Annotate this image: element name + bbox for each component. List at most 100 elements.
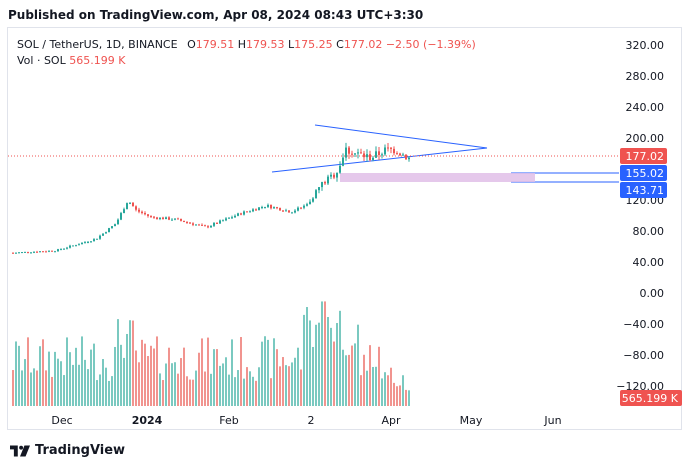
tradingview-footer[interactable]: TradingView xyxy=(10,443,125,458)
candle-body xyxy=(300,207,302,209)
published-header: Published on TradingView.com, Apr 08, 20… xyxy=(8,8,424,22)
volume-bar xyxy=(384,372,386,406)
candle-body xyxy=(18,252,20,254)
candle-body xyxy=(231,217,233,219)
time-tick: Apr xyxy=(381,414,401,427)
volume-bar xyxy=(243,378,245,406)
candle-body xyxy=(225,218,227,221)
candle-body xyxy=(234,215,236,218)
volume-bar xyxy=(264,336,266,406)
close-value: 177.02 xyxy=(343,38,383,51)
volume-bar xyxy=(48,351,50,406)
volume-bar xyxy=(318,322,320,406)
symbol-legend[interactable]: SOL / TetherUS, 1D, BINANCE O179.51 H179… xyxy=(17,38,476,51)
volume-bar xyxy=(315,324,317,406)
candle-body xyxy=(285,210,287,212)
candle-body xyxy=(201,224,203,226)
volume-bar xyxy=(21,370,23,406)
volume-legend[interactable]: Vol · SOL 565.199 K xyxy=(17,54,125,67)
candle-body xyxy=(168,217,170,220)
volume-bar xyxy=(78,364,80,406)
candle-body xyxy=(219,220,221,224)
volume-bar xyxy=(15,341,17,406)
candle-body xyxy=(27,251,29,253)
candle-body xyxy=(387,147,389,149)
candle-body xyxy=(171,219,173,221)
volume-bar xyxy=(249,371,251,406)
candle-body xyxy=(81,242,83,245)
volume-bar xyxy=(273,338,275,406)
candle-body xyxy=(207,226,209,228)
candle-body xyxy=(399,153,401,156)
candle-body xyxy=(159,217,161,219)
tradingview-brand: TradingView xyxy=(35,443,126,458)
candle-body xyxy=(156,217,158,219)
volume-bar xyxy=(168,347,170,406)
triangle-upper-trendline[interactable] xyxy=(314,124,488,149)
candle-body xyxy=(237,213,239,216)
triangle-lower-trendline[interactable] xyxy=(271,147,488,173)
candle-body xyxy=(180,218,182,221)
candle-body xyxy=(297,207,299,211)
candle-body xyxy=(24,251,26,253)
candle-body xyxy=(246,211,248,213)
volume-label: Vol · SOL xyxy=(17,54,66,67)
open-label: O xyxy=(187,38,196,51)
price-axis[interactable]: 320.00 280.00 240.00 200.00 160.00 120.0… xyxy=(616,39,664,393)
candle-body xyxy=(84,242,86,244)
candle-body xyxy=(204,225,206,227)
chart-frame[interactable] xyxy=(7,27,682,430)
volume-bar xyxy=(66,337,68,406)
candle-body xyxy=(405,154,407,160)
volume-bar xyxy=(201,338,203,406)
candle-body xyxy=(69,245,71,248)
candle-body xyxy=(381,154,383,156)
volume-bar xyxy=(396,386,398,406)
candle-body xyxy=(243,211,245,215)
symbol-name[interactable]: SOL / TetherUS, 1D, BINANCE xyxy=(17,38,178,51)
candle-body xyxy=(273,207,275,209)
volume-bar xyxy=(345,355,347,406)
volume-bar xyxy=(366,370,368,406)
volume-bar xyxy=(84,359,86,406)
volume-bar xyxy=(408,390,410,406)
volume-bar xyxy=(105,367,107,406)
volume-bar xyxy=(114,346,116,406)
candle-body xyxy=(42,251,44,253)
close-label: C xyxy=(336,38,344,51)
candle-body xyxy=(384,147,386,155)
low-label: L xyxy=(288,38,295,51)
volume-bar xyxy=(39,346,41,406)
volume-bar xyxy=(96,380,98,406)
candle-body xyxy=(186,222,188,224)
candle-body xyxy=(72,245,74,247)
volume-bar xyxy=(219,365,221,406)
candle-body xyxy=(306,204,308,206)
price-tick: 320.00 xyxy=(626,39,665,52)
volume-bar xyxy=(213,349,215,406)
volume-bar xyxy=(30,372,32,406)
candle-body xyxy=(102,233,104,236)
candle-body xyxy=(99,235,101,239)
time-axis[interactable]: Dec 2024 Feb 2 Apr May Jun xyxy=(51,414,561,427)
volume-bar xyxy=(402,375,404,406)
volume-bar xyxy=(171,363,173,406)
candle-body xyxy=(342,157,344,166)
candlesticks xyxy=(12,142,410,254)
volume-bar xyxy=(378,346,380,406)
candle-body xyxy=(48,250,50,252)
candle-body xyxy=(354,153,356,155)
candle-body xyxy=(51,250,53,252)
candle-body xyxy=(33,251,35,253)
volume-bar xyxy=(141,339,143,406)
change-value: −2.50 (−1.39%) xyxy=(385,38,476,51)
time-tick: 2 xyxy=(308,414,315,427)
support-zone[interactable] xyxy=(340,173,535,182)
candle-body xyxy=(150,215,152,217)
candle-body xyxy=(210,225,212,228)
volume-value: 565.199 K xyxy=(69,54,126,67)
volume-bar xyxy=(342,349,344,406)
candle-body xyxy=(228,217,230,219)
volume-bar xyxy=(174,362,176,406)
